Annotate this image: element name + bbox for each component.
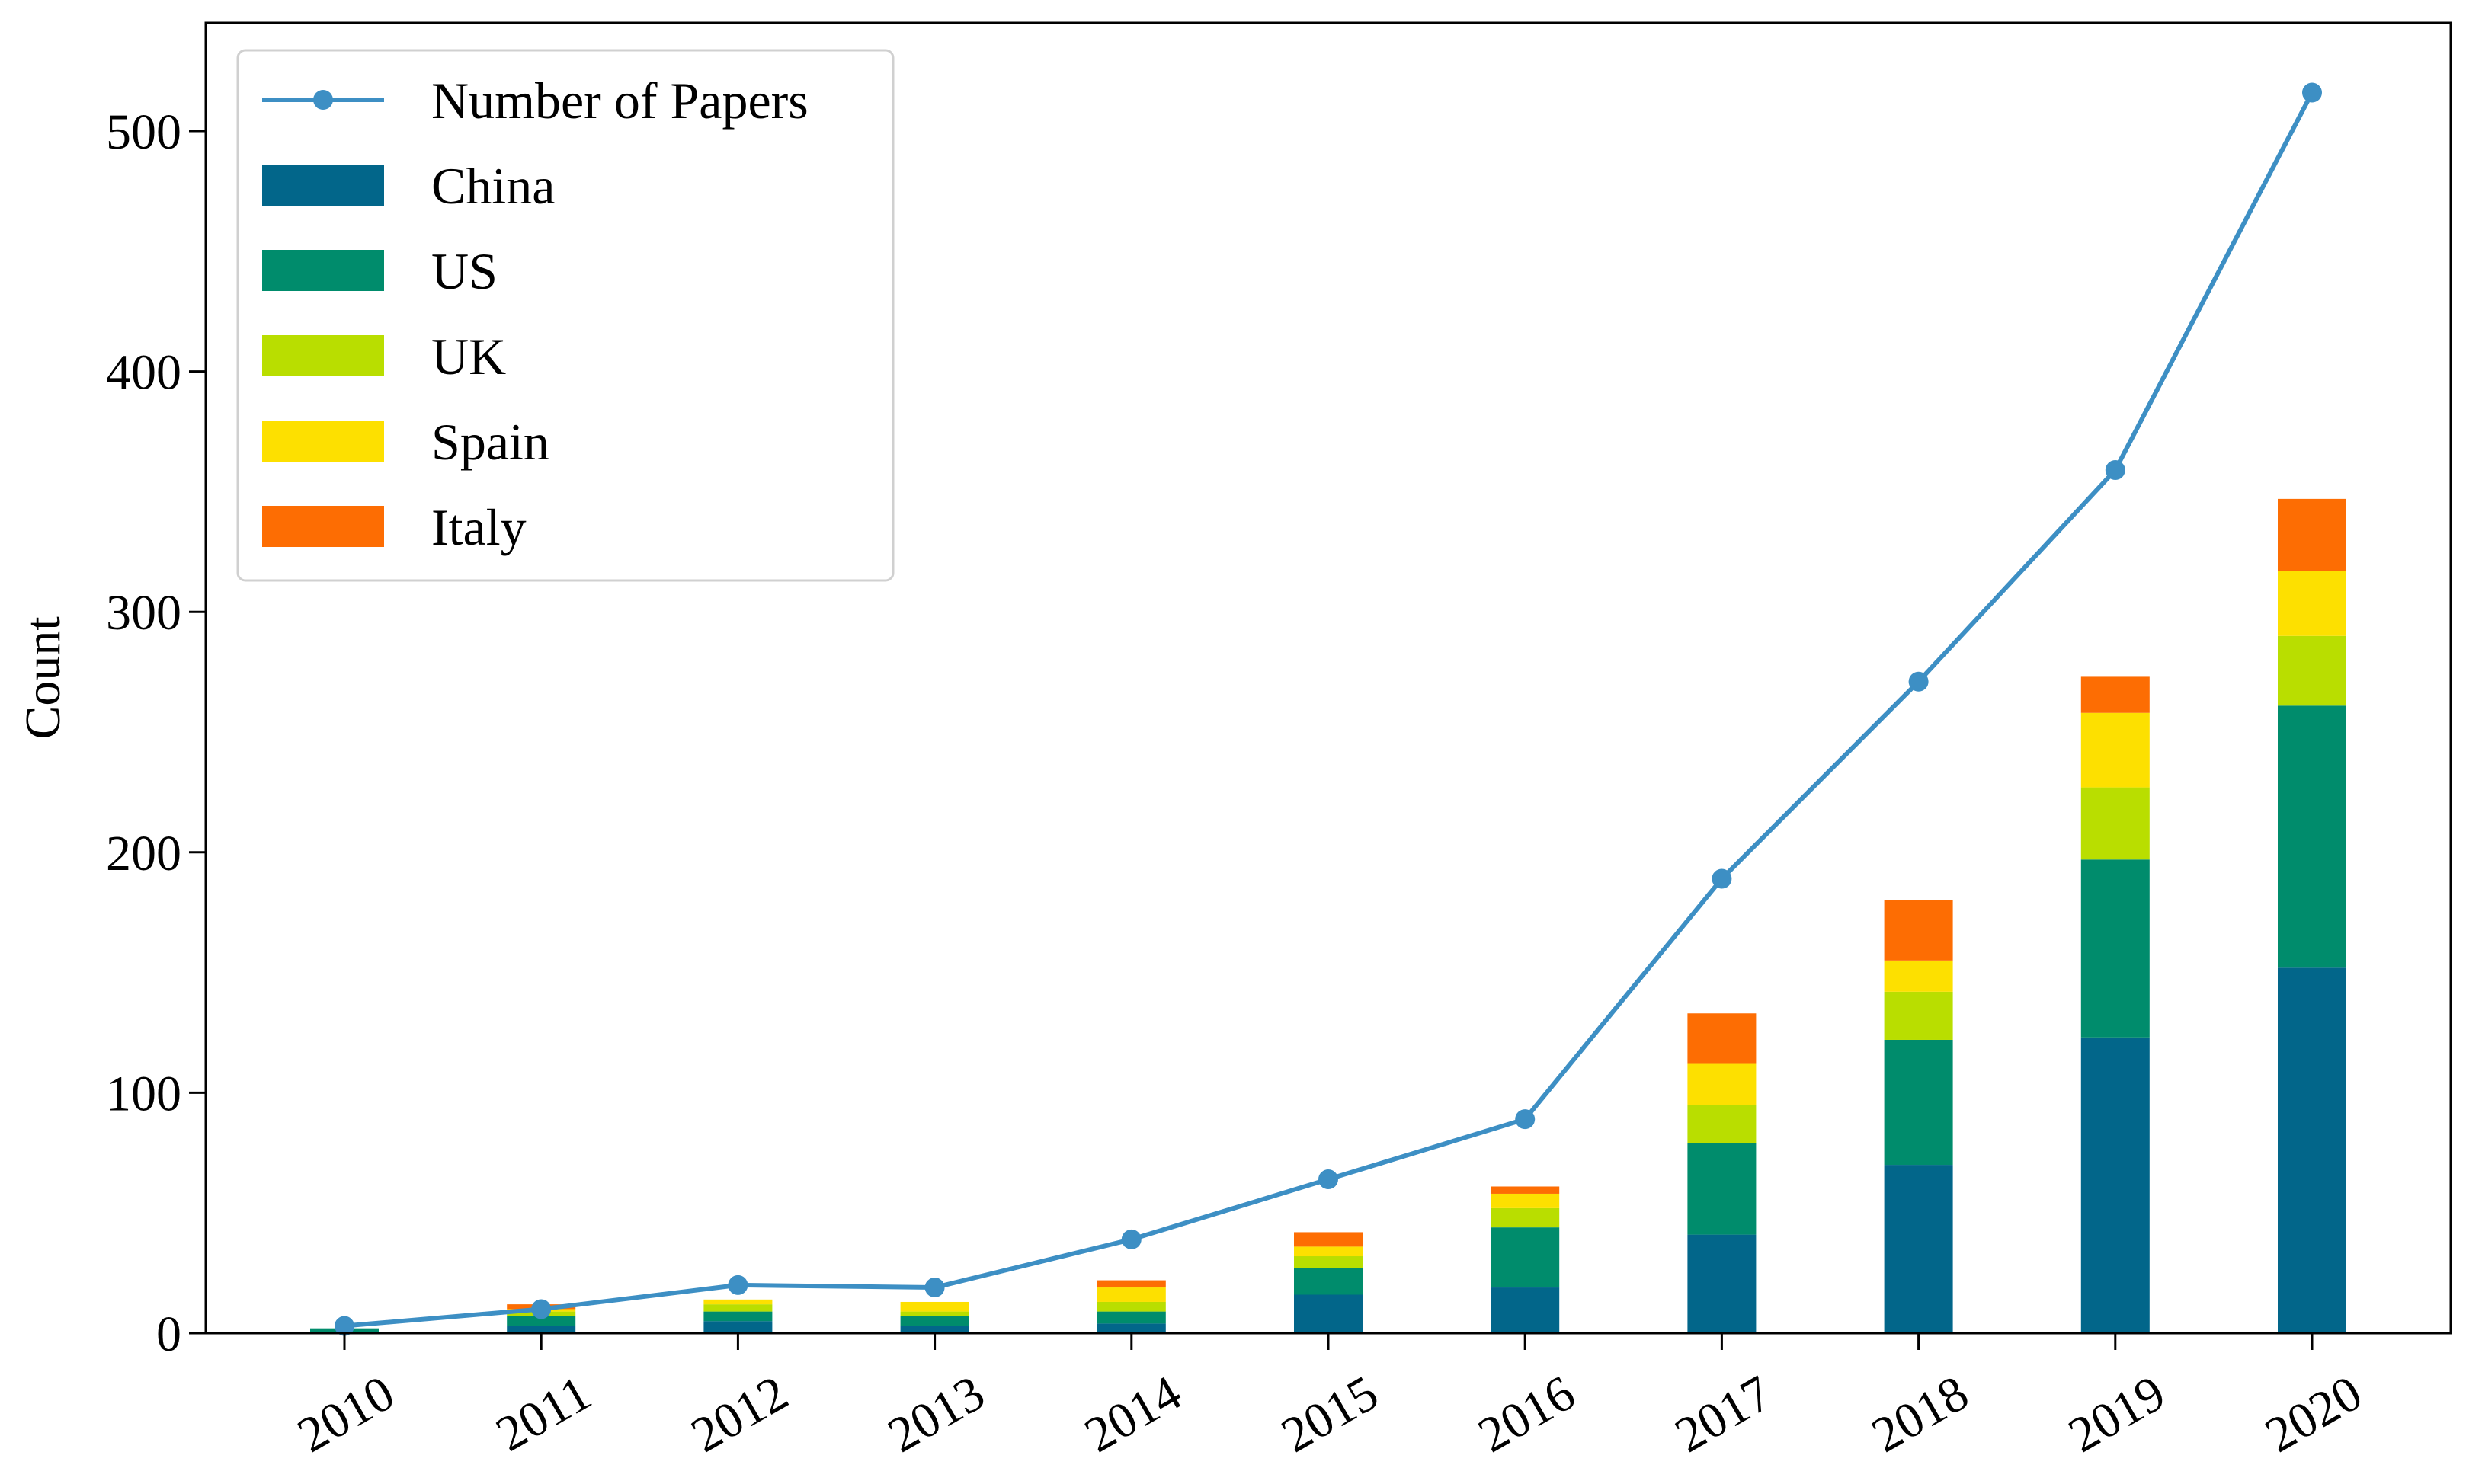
- bar-china-2020: [2278, 967, 2346, 1333]
- bar-italy-2016: [1491, 1186, 1560, 1194]
- y-tick-label: 500: [106, 104, 181, 160]
- line-point-2015: [1318, 1169, 1338, 1190]
- line-point-2018: [1908, 671, 1929, 692]
- bar-china-2014: [1097, 1323, 1166, 1333]
- x-tick-label: 2011: [487, 1365, 600, 1463]
- legend-swatch-spain: [262, 421, 384, 462]
- bar-china-2016: [1491, 1287, 1560, 1333]
- legend-swatch-italy: [262, 506, 384, 547]
- bar-spain-2019: [2080, 712, 2150, 788]
- y-tick-label: 200: [106, 826, 181, 881]
- bar-us-2018: [1884, 1039, 1953, 1166]
- bar-spain-2015: [1294, 1246, 1363, 1257]
- bar-uk-2014: [1097, 1301, 1166, 1312]
- x-tick-label: 2020: [2256, 1365, 2372, 1463]
- legend-swatch-uk: [262, 335, 384, 376]
- x-tick-label: 2013: [879, 1365, 994, 1463]
- x-tick-label: 2010: [289, 1365, 404, 1463]
- y-tick-label: 300: [106, 585, 181, 641]
- bar-uk-2017: [1687, 1105, 1757, 1143]
- legend-frame: [236, 49, 895, 582]
- bar-uk-2015: [1294, 1256, 1363, 1268]
- bar-china-2018: [1884, 1165, 1953, 1333]
- bar-china-2015: [1294, 1294, 1363, 1333]
- bar-uk-2013: [900, 1311, 969, 1316]
- bar-uk-2018: [1884, 991, 1953, 1040]
- bar-us-2014: [1097, 1311, 1166, 1324]
- line-point-2020: [2302, 82, 2322, 103]
- bar-us-2016: [1491, 1227, 1560, 1288]
- bar-us-2012: [703, 1311, 773, 1322]
- line-point-2010: [335, 1316, 354, 1336]
- legend-label-china: China: [431, 157, 555, 215]
- y-axis-label: Count: [15, 616, 71, 739]
- bar-spain-2018: [1884, 960, 1953, 992]
- x-tick-label: 2014: [1075, 1365, 1190, 1463]
- bar-us-2019: [2080, 859, 2150, 1038]
- bar-spain-2016: [1491, 1193, 1560, 1208]
- bar-china-2012: [703, 1321, 773, 1333]
- bar-uk-2020: [2278, 635, 2346, 706]
- bar-italy-2017: [1687, 1013, 1757, 1064]
- bar-china-2013: [900, 1326, 969, 1333]
- bar-spain-2014: [1097, 1287, 1166, 1302]
- bars-layer: [310, 498, 2346, 1333]
- bar-us-2020: [2278, 705, 2346, 968]
- legend-line-marker: [313, 90, 333, 110]
- line-point-2019: [2105, 460, 2125, 481]
- bar-italy-2014: [1097, 1280, 1166, 1288]
- x-tick-label: 2012: [682, 1365, 797, 1463]
- line-point-2011: [531, 1299, 552, 1319]
- bar-us-2017: [1687, 1143, 1757, 1235]
- bar-italy-2020: [2278, 498, 2346, 571]
- line-point-2014: [1121, 1229, 1142, 1249]
- bar-us-2015: [1294, 1268, 1363, 1295]
- legend-swatch-china: [262, 165, 384, 206]
- legend-label-number-of-papers: Number of Papers: [431, 72, 809, 130]
- legend-label-italy: Italy: [431, 498, 527, 556]
- bar-china-2017: [1687, 1234, 1757, 1333]
- x-tick-label: 2017: [1666, 1365, 1781, 1463]
- legend-label-spain: Spain: [431, 413, 549, 471]
- bar-spain-2012: [703, 1299, 773, 1305]
- x-tick-label: 2015: [1273, 1365, 1388, 1463]
- bar-italy-2019: [2080, 676, 2150, 713]
- legend-swatch-us: [262, 250, 384, 291]
- y-tick-label: 100: [106, 1066, 181, 1121]
- bar-uk-2019: [2080, 787, 2150, 860]
- bar-china-2019: [2080, 1037, 2150, 1333]
- line-point-2012: [728, 1275, 748, 1295]
- bar-spain-2017: [1687, 1063, 1757, 1105]
- bar-us-2013: [900, 1316, 969, 1326]
- x-tick-label: 2016: [1469, 1365, 1584, 1463]
- line-layer: [335, 82, 2322, 1336]
- x-tick-label: 2018: [1862, 1365, 1978, 1463]
- line-point-2017: [1712, 868, 1732, 889]
- x-axis: 2010 2011 2012 2013 2014 2015 2016 2017 2018 2019…: [289, 1333, 2372, 1463]
- line-point-2016: [1515, 1109, 1536, 1130]
- legend-label-uk: UK: [431, 328, 506, 385]
- legend-label-us: US: [431, 242, 498, 300]
- bar-china-2011: [507, 1326, 576, 1333]
- y-tick-label: 0: [156, 1306, 181, 1362]
- bar-spain-2020: [2278, 571, 2346, 636]
- bar-italy-2015: [1294, 1232, 1363, 1247]
- y-axis: 0 100 200 300 400 500: [106, 104, 206, 1362]
- x-tick-label: 2019: [2059, 1365, 2174, 1463]
- legend: Number of Papers China US UK Spain Italy: [236, 49, 895, 582]
- bar-spain-2013: [900, 1301, 969, 1312]
- bar-us-2011: [507, 1316, 576, 1326]
- bar-italy-2018: [1884, 900, 1953, 961]
- y-tick-label: 400: [106, 345, 181, 401]
- line-point-2013: [924, 1278, 945, 1298]
- bar-uk-2012: [703, 1304, 773, 1312]
- bar-uk-2016: [1491, 1207, 1560, 1228]
